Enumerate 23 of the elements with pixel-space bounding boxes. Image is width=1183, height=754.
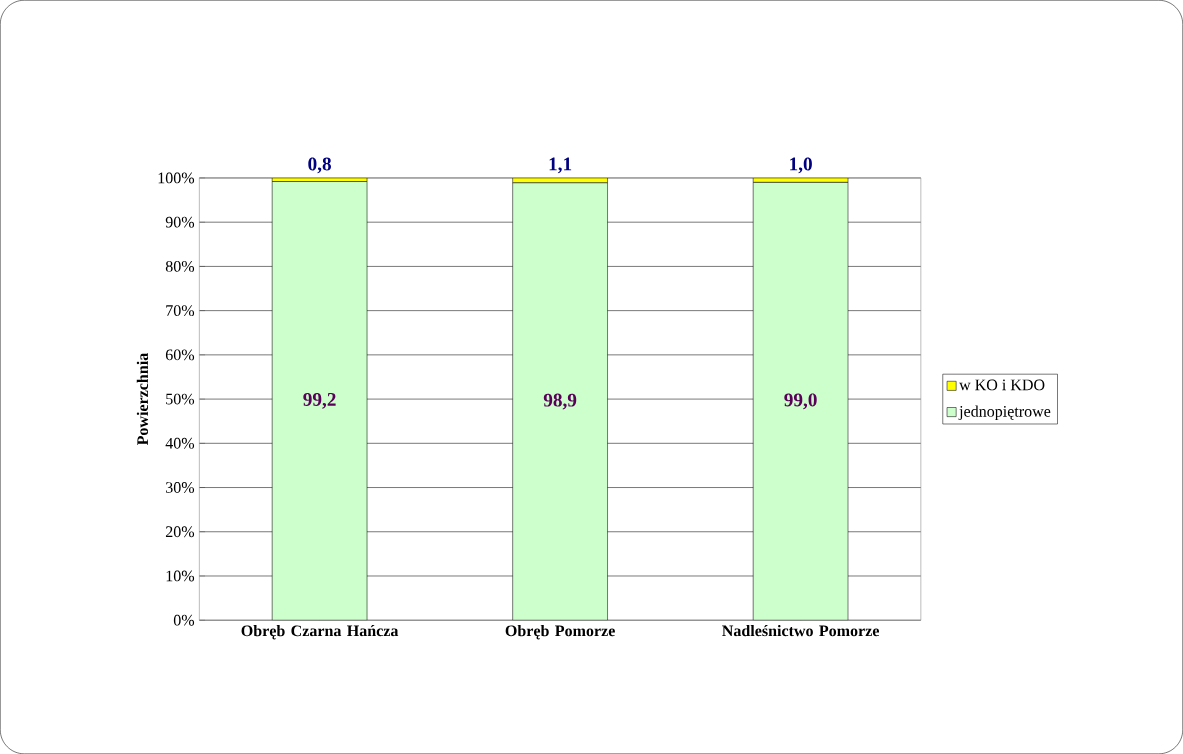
- y-tick-label: 100%: [158, 172, 195, 184]
- y-tick-label: 10%: [166, 570, 195, 582]
- data-label: 0,8: [308, 157, 331, 174]
- data-label: 1,0: [790, 157, 812, 174]
- data-label: 99,2: [303, 392, 336, 409]
- legend-label: w KO i KDO: [959, 379, 1045, 391]
- y-tick-label: 90%: [165, 216, 195, 228]
- y-tick-label: 60%: [165, 349, 195, 361]
- y-tick-label: 40%: [165, 437, 195, 449]
- y-tick-label: 70%: [166, 305, 195, 317]
- x-tick-label: Obręb Pomorze: [505, 624, 615, 640]
- data-label: 1,1: [549, 157, 572, 174]
- data-label: 99,0: [784, 393, 817, 410]
- y-tick-label: 20%: [165, 526, 195, 538]
- y-tick-label: 80%: [165, 260, 195, 272]
- y-tick-label: 0%: [173, 614, 195, 626]
- legend-label: jednopiętrowe: [958, 405, 1051, 421]
- x-tick-label: Obręb Czarna Hańcza: [241, 624, 399, 640]
- data-label: 98,9: [543, 393, 577, 410]
- x-tick-label: Nadleśnictwo Pomorze: [722, 624, 879, 637]
- y-tick-label: 50%: [166, 393, 195, 405]
- y-tick-label: 30%: [166, 482, 195, 493]
- y-axis-title: Powierzchnia: [136, 352, 149, 446]
